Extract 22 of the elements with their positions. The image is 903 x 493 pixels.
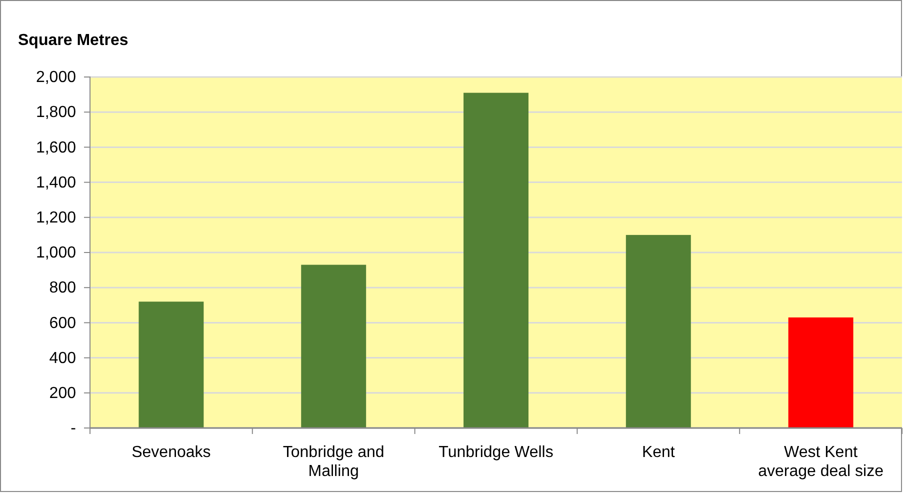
y-axis-title: Square Metres — [18, 32, 128, 49]
x-tick-label: Sevenoaks — [132, 444, 211, 461]
x-tick-label: Kent — [642, 444, 676, 461]
y-tick-label: 1,200 — [36, 210, 76, 227]
y-tick-label: 1,000 — [36, 244, 76, 262]
y-tick-label: 600 — [49, 314, 76, 332]
bar — [788, 317, 854, 428]
y-tick-label: 2,000 — [36, 69, 76, 86]
y-tick-label: - — [70, 420, 76, 438]
y-tick-label: 1,600 — [36, 139, 76, 156]
bar — [301, 264, 366, 428]
y-tick-label: 400 — [49, 350, 76, 367]
y-tick-label: 800 — [49, 280, 76, 297]
x-tick-label: Tunbridge Wells — [438, 444, 554, 461]
x-tick-label: West Kent average deal size — [758, 444, 884, 480]
x-tick-label: Tonbridge and Malling — [282, 444, 384, 480]
y-tick-label: 1,400 — [36, 174, 76, 192]
y-tick-label: 1,800 — [36, 104, 76, 122]
bar — [464, 92, 528, 428]
bar — [626, 234, 691, 428]
y-tick-label: 200 — [49, 385, 76, 402]
bar — [138, 302, 204, 428]
